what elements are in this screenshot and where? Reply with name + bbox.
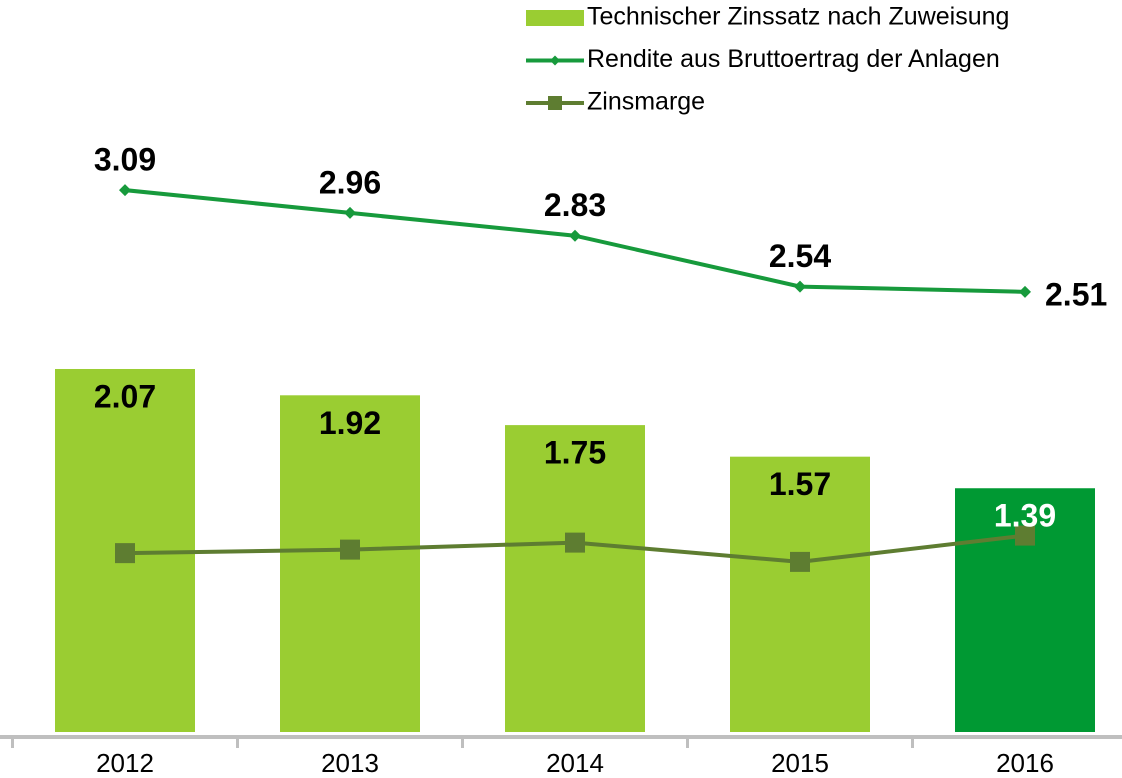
legend-marker [550,55,560,66]
data-label: 1.75 [544,435,606,471]
marker [794,280,806,293]
data-label: 2.07 [94,378,156,414]
data-label: 1.92 [319,405,381,441]
marker [340,539,360,560]
marker [1015,525,1035,546]
x-tick-label: 2013 [321,748,379,778]
bar [505,425,645,732]
data-label: 3.09 [94,142,156,178]
bar [730,456,870,732]
marker [790,551,810,572]
x-tick-label: 2012 [96,748,154,778]
marker [344,206,356,219]
legend-label: Technischer Zinssatz nach Zuweisung [587,3,1009,31]
data-label: 2.96 [319,164,381,200]
bar [280,395,420,732]
legend-label: Rendite aus Bruttoertrag der Anlagen [587,45,1000,73]
marker [119,184,131,197]
legend-label: Zinsmarge [587,88,705,116]
legend-marker [548,96,562,110]
data-label: 2.83 [544,187,606,223]
marker [115,543,135,564]
data-label: 1.57 [769,466,831,502]
x-tick-label: 2014 [546,748,604,778]
legend-swatch [526,10,584,26]
data-label: 2.54 [769,238,831,274]
marker [569,229,581,242]
marker [1019,285,1031,298]
x-tick-label: 2015 [771,748,829,778]
x-tick-label: 2016 [996,748,1054,778]
data-label: 1.39 [994,498,1056,534]
marker [565,532,585,553]
data-label: 2.51 [1045,276,1107,312]
